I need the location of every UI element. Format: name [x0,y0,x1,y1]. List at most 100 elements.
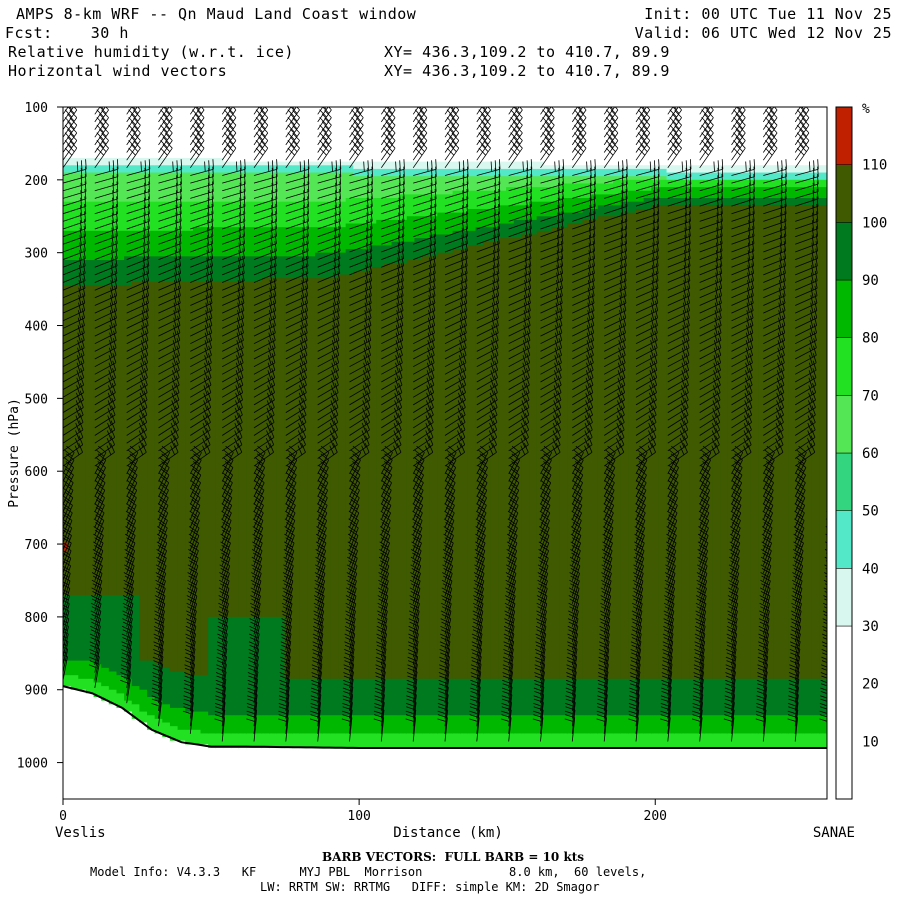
wind-barb [381,330,404,352]
rh-cell [223,172,232,203]
wind-barb [572,420,593,444]
wind-barb [346,560,358,589]
wind-barb [476,315,499,337]
wind-barb [126,117,141,146]
wind-barb [763,420,784,444]
wind-barb [158,461,170,490]
rh-cell [284,107,293,163]
wind-barb [508,345,531,368]
rh-cell [246,616,255,716]
rh-cell [636,715,645,735]
wind-barb [63,132,78,161]
wind-barb [285,263,309,283]
wind-barb [667,412,689,436]
wind-barb [667,360,690,383]
wind-barb [349,132,364,161]
wind-barb [699,270,723,291]
wind-barb [727,598,739,627]
wind-barb [632,575,644,604]
wind-barb [667,226,691,245]
rh-cell [544,107,553,166]
rh-cell [139,172,148,203]
rh-cell [192,256,202,283]
wind-barb [763,203,787,222]
wind-barb [413,368,435,390]
rh-cell [315,748,324,799]
wind-barb [794,427,816,452]
rh-cell [620,179,629,192]
wind-barb [412,375,435,398]
wind-barb [699,345,722,368]
wind-barb [158,491,169,520]
wind-barb [598,644,610,673]
rh-cell [429,194,438,217]
wind-barb [317,427,338,452]
wind-barb [189,483,201,513]
rh-cell [338,733,347,749]
wind-barb [317,226,341,245]
rh-cell [246,256,255,283]
wind-barb [699,390,721,413]
wind-barb [378,568,389,597]
wind-barb [221,491,233,520]
rh-cell [620,168,629,177]
rh-cell [483,715,492,735]
rh-cell [475,715,484,735]
wind-barb [218,583,230,612]
wind-barb [94,330,117,352]
rh-cell [460,249,469,680]
rh-cell [192,729,202,745]
wind-barb [540,110,555,138]
rh-cell [330,252,339,279]
wind-barb [795,293,818,314]
wind-barb [317,412,339,436]
wind-barb [662,637,674,666]
wind-barb [222,203,246,222]
rh-cell [544,168,553,177]
wind-barb [696,583,707,612]
wind-barb [795,248,818,268]
wind-barb [153,629,165,658]
wind-barb [699,353,722,375]
rh-cell [483,748,492,799]
rh-cell [177,165,186,174]
rh-cell [536,168,545,177]
wind-barb [94,196,119,215]
wind-barb [285,140,300,169]
wind-barb [441,598,452,627]
wind-barb [762,132,778,161]
rh-cell [590,194,599,210]
wind-barb [758,614,770,643]
rh-cell [322,227,331,254]
wind-barb [763,382,785,406]
rh-cell [513,748,522,799]
wind-barb [476,338,499,360]
rh-cell [674,107,683,166]
wind-barb [794,468,806,497]
wind-barb [794,412,816,436]
rh-cell [238,616,247,716]
rh-cell [276,172,286,203]
rh-cell [215,256,225,283]
wind-barb [285,270,309,291]
wind-barb [795,360,817,383]
wind-barb [667,368,689,390]
wind-barb [381,174,405,192]
wind-barb [569,552,581,581]
rh-cell [437,715,446,735]
wind-barb [572,345,594,368]
rh-cell [452,678,461,716]
rh-cell [108,704,118,799]
wind-barb [158,196,182,215]
rh-cell [330,748,339,799]
rh-cell [819,165,827,174]
wind-barb [762,461,775,490]
wind-barb [63,382,84,406]
wind-barb [635,323,658,345]
rh-cell [658,176,668,181]
rh-cell [529,678,538,716]
rh-cell [567,223,576,680]
wind-barb [795,353,817,375]
wind-barb [408,606,420,635]
wind-barb [126,107,138,123]
